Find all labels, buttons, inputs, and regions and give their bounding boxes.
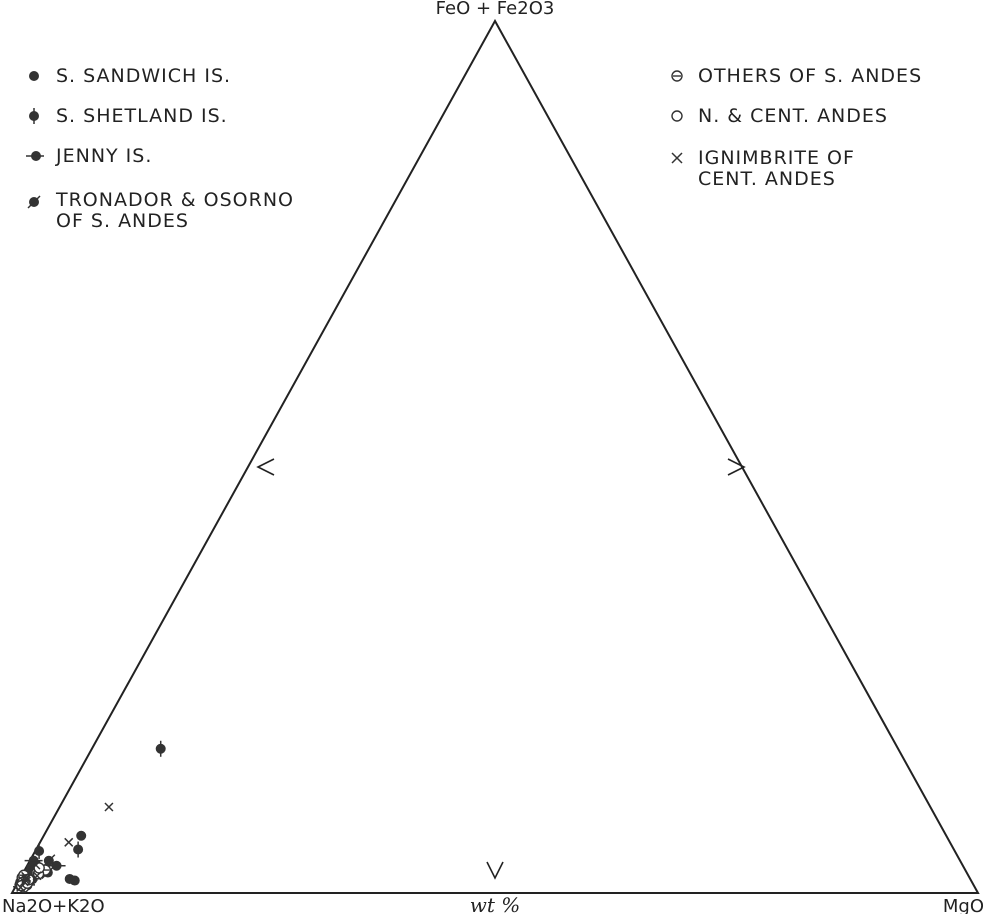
- legend-marker-others: [671, 70, 683, 82]
- left-apex-label: Na2O+K2O: [2, 896, 105, 914]
- data-point: [155, 740, 166, 757]
- left-edge-tick: [256, 458, 275, 476]
- data-point: [31, 860, 41, 870]
- ternary-triangle: [10, 18, 980, 894]
- right-edge-tick: [727, 458, 746, 476]
- data-point: [34, 842, 45, 859]
- data-point: [21, 876, 31, 886]
- legend-label-sandwich: S. SANDWICH IS.: [56, 65, 231, 87]
- legend-right: OTHERS OF S. ANDES N. & CENT. ANDES IGNI…: [671, 65, 922, 190]
- legend-label-tronador-2: OF S. ANDES: [56, 210, 189, 232]
- data-points: [13, 740, 166, 893]
- data-point: [47, 860, 66, 871]
- legend-label-tronador: TRONADOR & OSORNO: [55, 189, 294, 211]
- data-point: [73, 841, 84, 858]
- legend-marker-shetland: [29, 108, 39, 124]
- legend-label-n-cent-andes: N. & CENT. ANDES: [698, 105, 888, 127]
- data-point: [21, 874, 31, 884]
- legend-marker-sandwich: [29, 71, 39, 81]
- legend-marker-tronador: [27, 195, 41, 209]
- legend-marker-jenny: [26, 151, 44, 161]
- legend-label-ignimbrite: IGNIMBRITE OF: [698, 147, 855, 169]
- legend-marker-ignimbrite: [671, 152, 683, 164]
- data-point: [32, 871, 42, 881]
- data-point: [64, 873, 75, 884]
- legend-label-jenny: JENNY IS.: [55, 145, 152, 167]
- legend-marker-n-cent-andes: [671, 110, 683, 122]
- legend-label-ignimbrite-2: CENT. ANDES: [698, 168, 836, 190]
- unit-label: wt %: [470, 893, 521, 914]
- legend-left: S. SANDWICH IS. S. SHETLAND IS. JENNY IS…: [26, 65, 294, 232]
- bottom-edge-tick: [486, 861, 504, 880]
- top-apex-label: FeO + Fe2O3: [436, 0, 555, 19]
- legend-label-others: OTHERS OF S. ANDES: [698, 65, 922, 87]
- data-point: [104, 802, 114, 812]
- data-point: [76, 830, 87, 841]
- data-point: [64, 837, 74, 847]
- legend-label-shetland: S. SHETLAND IS.: [56, 105, 228, 127]
- right-apex-label: MgO: [943, 896, 984, 914]
